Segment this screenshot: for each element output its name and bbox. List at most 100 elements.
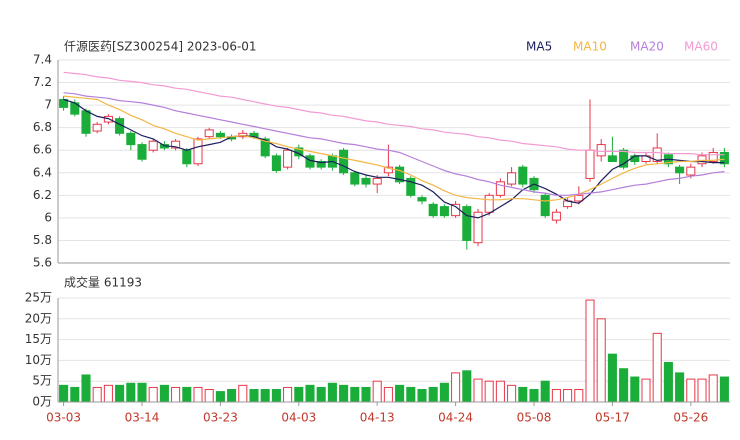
volume-bar	[305, 384, 315, 403]
y-tick-label: 6.4	[33, 165, 52, 179]
volume-bar	[294, 386, 304, 403]
volume-tick-label: 15万	[25, 332, 52, 346]
volume-bar	[529, 389, 539, 403]
volume-tick-label: 25万	[25, 291, 52, 305]
volume-bar	[339, 384, 349, 403]
volume-bar	[417, 389, 427, 403]
candle-body	[395, 166, 405, 183]
candle-body	[574, 194, 584, 202]
candle-body	[495, 181, 505, 196]
candle-body	[383, 166, 393, 174]
x-tick-label: 04-24	[438, 411, 473, 425]
chart-title: 仟源医药[SZ300254] 2023-06-01	[64, 40, 257, 54]
ma-line	[63, 71, 725, 156]
candle-body	[316, 161, 326, 168]
volume-bar	[193, 386, 203, 403]
volume-bar	[327, 382, 337, 403]
volume-bar	[686, 378, 696, 403]
volume-bar	[204, 389, 214, 403]
volume-bar	[283, 386, 293, 403]
volume-bar	[607, 353, 617, 403]
candle-body	[428, 203, 438, 217]
volume-bar	[171, 386, 181, 403]
x-tick-label: 04-13	[360, 411, 395, 425]
x-tick-label: 03-03	[46, 411, 81, 425]
volume-bar	[182, 386, 192, 403]
volume-title: 成交量 61193	[64, 275, 142, 290]
candle-body	[81, 110, 91, 134]
candle-body	[462, 206, 472, 241]
volume-bar	[103, 384, 113, 403]
volume-bar	[350, 386, 360, 403]
candle-body	[708, 151, 718, 163]
candle-body	[607, 155, 617, 163]
volume-bar	[372, 380, 382, 403]
volume-bar	[484, 380, 494, 403]
candle-body	[215, 132, 225, 138]
x-tick-label: 05-08	[517, 411, 552, 425]
volume-bar	[215, 391, 225, 403]
volume-bar	[462, 370, 472, 403]
volume-bar	[585, 299, 595, 403]
volume-tick-label: 20万	[25, 311, 52, 325]
volume-bar	[697, 378, 707, 403]
volume-bar	[652, 332, 662, 403]
candle-body	[719, 151, 729, 165]
candle-body	[271, 155, 281, 172]
ma-line	[63, 95, 725, 202]
volume-bar	[451, 372, 461, 403]
volume-bar	[708, 374, 718, 403]
volume-bar	[495, 380, 505, 403]
y-tick-label: 5.6	[33, 256, 52, 270]
candle-body	[260, 138, 270, 157]
volume-bar	[238, 384, 248, 403]
candle-body	[675, 166, 685, 174]
ma-line	[63, 92, 725, 196]
volume-bar	[518, 386, 528, 403]
candle-body	[148, 140, 158, 151]
volume-bar	[551, 389, 561, 403]
volume-bar	[361, 386, 371, 403]
volume-bar	[148, 386, 158, 403]
candle-body	[518, 166, 528, 185]
candle-body	[182, 149, 192, 165]
volume-bar	[675, 372, 685, 403]
candle-body	[596, 144, 606, 157]
volume-bar	[428, 386, 438, 403]
y-tick-label: 7.2	[33, 75, 52, 89]
candle-body	[372, 177, 382, 185]
candle-body	[630, 155, 640, 163]
candle-body	[126, 132, 136, 146]
candle-body	[619, 149, 629, 168]
x-tick-label: 05-26	[673, 411, 708, 425]
legend-label: MA10	[573, 40, 607, 54]
candle-body	[204, 129, 214, 138]
volume-bar	[574, 389, 584, 403]
volume-bar	[395, 384, 405, 403]
volume-bar	[81, 374, 91, 403]
volume-bar	[641, 378, 651, 403]
volume-bar	[249, 389, 259, 403]
y-tick-label: 7.4	[33, 53, 52, 67]
candle-body	[193, 138, 203, 165]
candle-body	[551, 211, 561, 221]
volume-bar	[630, 376, 640, 403]
candle-body	[59, 98, 69, 108]
volume-bar	[619, 368, 629, 403]
candle-body	[507, 172, 517, 185]
x-tick-label: 05-17	[595, 411, 630, 425]
legend-label: MA20	[630, 40, 664, 54]
volume-bar	[59, 384, 69, 403]
volume-bar	[540, 380, 550, 403]
volume-bar	[473, 378, 483, 403]
x-tick-label: 03-23	[203, 411, 238, 425]
candle-body	[473, 211, 483, 244]
candle-body	[171, 140, 181, 149]
candle-body	[540, 194, 550, 217]
candle-body	[686, 166, 696, 176]
volume-bar	[271, 389, 281, 403]
volume-bar	[260, 389, 270, 403]
volume-tick-label: 10万	[25, 353, 52, 367]
candle-body	[484, 194, 494, 213]
